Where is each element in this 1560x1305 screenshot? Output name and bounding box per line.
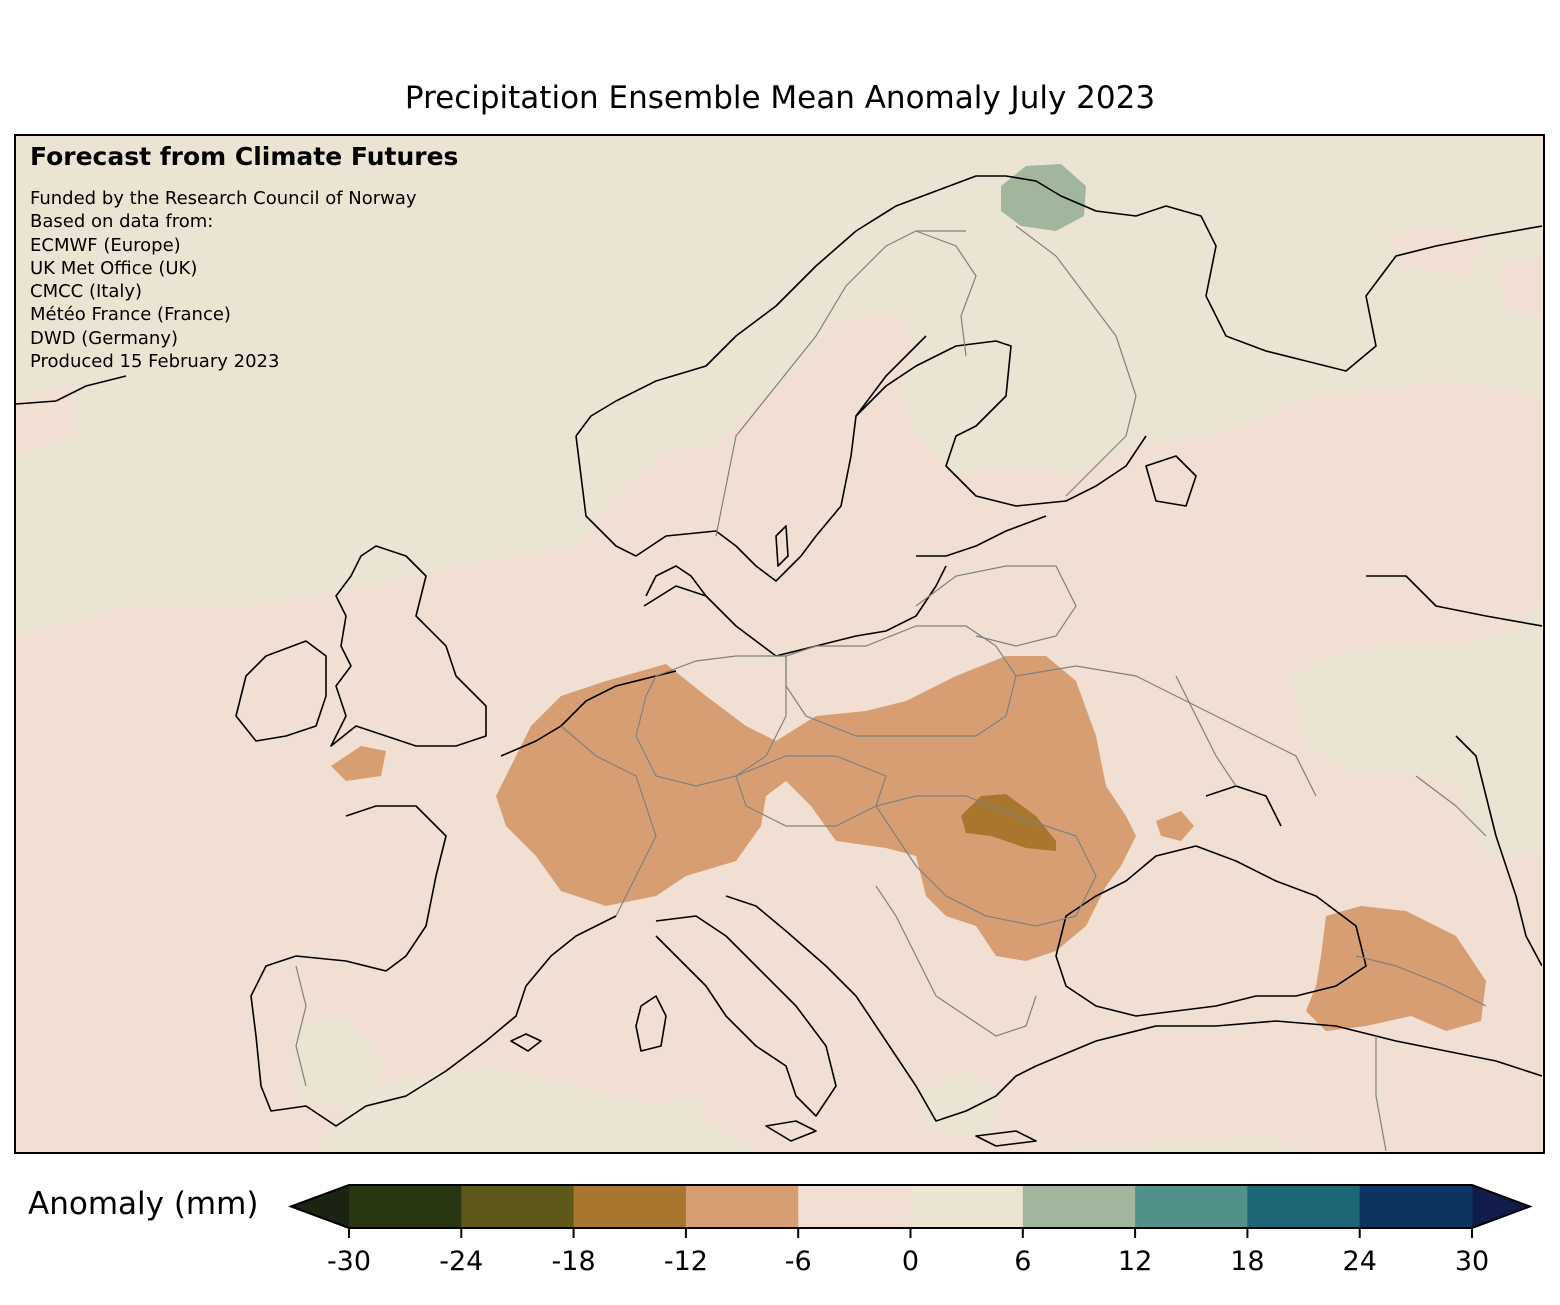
anomaly-area-pos-med-south <box>616 1096 716 1151</box>
border-caucasus <box>1355 955 1487 1007</box>
anomaly-area-crimea <box>1156 811 1194 841</box>
coastline-corsica-sardinia <box>635 995 667 1052</box>
credits-heading: Forecast from Climate Futures <box>30 142 459 171</box>
coastline-gotland <box>775 525 789 567</box>
credits-line: Produced 15 February 2023 <box>30 351 280 373</box>
border-ukraine-belarus <box>1015 665 1317 797</box>
colorbar-tick-label: 0 <box>902 1246 919 1277</box>
colorbar-bin <box>1247 1185 1361 1228</box>
border-hungary-romania <box>875 795 1097 927</box>
colorbar-tick-label: -12 <box>664 1246 708 1277</box>
coastline-turkey-south <box>1035 1020 1542 1077</box>
colorbar-over-arrow <box>1472 1185 1530 1228</box>
credits-line: Funded by the Research Council of Norway <box>30 188 417 209</box>
coastline-crete <box>975 1130 1037 1147</box>
colorbar-bin <box>685 1185 799 1228</box>
coastline-scandinavia <box>575 175 1542 437</box>
colorbar-tick-label: -30 <box>327 1246 371 1277</box>
colorbar: -30 -24 -18 -12 -6 0 6 12 18 24 30 <box>288 1184 1533 1277</box>
border-sweden-finland <box>915 230 977 357</box>
border-russia-kazakh <box>1415 775 1487 837</box>
colorbar-bin <box>461 1185 575 1228</box>
credits-box: Forecast from Climate Futures Funded by … <box>30 142 458 373</box>
border-spain-portugal <box>295 965 307 1087</box>
anomaly-neg-18-12-layer <box>961 794 1056 851</box>
credits-line: Based on data from: <box>30 211 214 233</box>
anomaly-neg-12-6-layer <box>331 656 1486 1031</box>
coastline-adriatic-balkans <box>725 895 1037 1122</box>
coastline-denmark <box>645 565 707 597</box>
colorbar-tick-label: 18 <box>1230 1246 1264 1277</box>
colorbar-bin <box>573 1185 687 1228</box>
anomaly-area-neg-russia-east <box>1386 226 1486 276</box>
coastline-sweden-bothnia <box>855 335 927 417</box>
credits-line: Météo France (France) <box>30 304 231 326</box>
credits-line: DWD (Germany) <box>30 327 179 349</box>
border-france <box>560 725 657 917</box>
coastline-black-sea <box>1055 845 1367 1017</box>
coastline-france-atlantic <box>345 805 447 972</box>
map-canvas <box>16 164 1542 1151</box>
coastline-white-sea <box>1145 455 1197 507</box>
coastline-italy <box>655 915 837 1117</box>
border-turkey-east <box>1375 1036 1387 1151</box>
anomaly-area-west-ukraine <box>961 794 1056 851</box>
colorbar-label: Anomaly (mm) <box>28 1186 259 1222</box>
colorbar-bin <box>349 1185 462 1228</box>
coastline-britain <box>330 545 487 747</box>
colorbar-tick-label: 24 <box>1343 1246 1377 1277</box>
border-finland-russia <box>1015 225 1137 497</box>
border-baltics <box>915 565 1077 647</box>
coastline-iberia <box>250 915 617 1127</box>
anomaly-area-neg-arctic-east <box>1496 256 1542 316</box>
credits-line: CMCC (Italy) <box>30 281 143 303</box>
credits-lines: Funded by the Research Council of Norway… <box>30 187 458 373</box>
border-balkans <box>875 885 1037 1037</box>
colorbar-tick-label: 6 <box>1014 1246 1031 1277</box>
colorbar-bin <box>910 1185 1024 1228</box>
anomaly-area-pos-russia-central <box>1286 656 1386 736</box>
colorbar-bin <box>798 1185 911 1228</box>
coastline-norway-south <box>575 340 1147 582</box>
anomaly-area-pos-caspian <box>1456 776 1542 856</box>
border-ukraine-russia <box>1175 675 1237 787</box>
anomaly-area-west-europe <box>496 656 1136 961</box>
coastline-ireland <box>235 640 327 742</box>
coastline-azov <box>1205 785 1282 827</box>
coastline-iceland-edge <box>16 375 127 405</box>
anomaly-area-kola <box>1001 164 1086 231</box>
coastline-mallorca <box>510 1033 542 1052</box>
colorbar-tick-label: -6 <box>785 1246 812 1277</box>
credits-line: ECMWF (Europe) <box>30 234 181 256</box>
colorbar-bin <box>1022 1185 1136 1228</box>
colorbar-tick-label: -18 <box>552 1246 596 1277</box>
anomaly-area-cornwall <box>331 746 386 781</box>
coastline-caspian <box>1455 735 1542 967</box>
anomaly-area-pos-iberia <box>296 1016 386 1111</box>
anomaly-area-neg-small-west <box>16 386 76 456</box>
colorbar-tick-label: 30 <box>1455 1246 1489 1277</box>
anomaly-pos-6-12-layer <box>1001 164 1086 231</box>
border-germany <box>635 655 787 787</box>
coastline-sicily <box>765 1120 817 1142</box>
colorbar-bin <box>1359 1185 1473 1228</box>
map-frame <box>14 134 1545 1154</box>
colorbar-bin <box>1135 1185 1248 1228</box>
colorbar-under-arrow <box>291 1185 349 1228</box>
anomaly-area-caucasus <box>1306 906 1486 1031</box>
colorbar-tick-label: 12 <box>1118 1246 1152 1277</box>
credits-line: UK Met Office (UK) <box>30 257 198 279</box>
country-borders <box>295 225 1487 1151</box>
coastline-finland-gulf <box>916 515 1047 557</box>
coastline-russia-north-sea <box>1366 575 1542 627</box>
colorbar-tick-label: -24 <box>439 1246 483 1277</box>
map-title: Precipitation Ensemble Mean Anomaly July… <box>404 80 1156 116</box>
border-poland <box>785 625 1017 737</box>
border-norway-sweden <box>715 230 966 537</box>
